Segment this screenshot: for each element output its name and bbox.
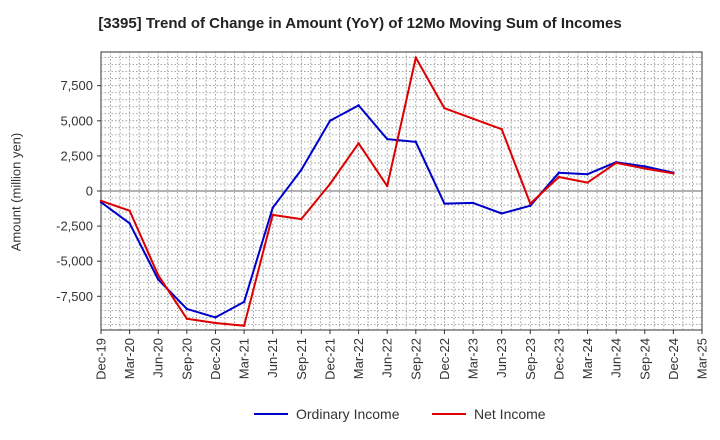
x-tick-label: Mar-22: [351, 338, 366, 379]
y-tick-label: -7,500: [56, 289, 93, 304]
data-point: [414, 56, 418, 59]
x-tick-label: Mar-24: [580, 338, 595, 379]
x-tick-label: Sep-22: [408, 338, 423, 380]
x-tick-label: Sep-21: [294, 338, 309, 380]
data-point: [385, 184, 389, 188]
x-tick-label: Mar-23: [466, 338, 481, 379]
x-tick-label: Jun-24: [609, 338, 624, 378]
data-point: [614, 161, 618, 165]
y-tick-label: 0: [86, 184, 93, 199]
data-point: [557, 175, 561, 179]
data-point: [529, 202, 532, 205]
data-point: [643, 165, 646, 168]
data-point: [471, 117, 475, 120]
x-tick-label: Jun-22: [380, 338, 395, 378]
data-point: [328, 119, 332, 122]
x-tick-label: Dec-22: [437, 338, 452, 380]
data-point: [300, 168, 303, 172]
series-layer: [99, 56, 675, 327]
y-tick-label: -2,500: [56, 219, 93, 234]
data-point: [157, 278, 160, 281]
data-point: [357, 142, 360, 145]
grid-layer: [100, 51, 703, 331]
data-point: [443, 106, 446, 110]
data-point: [128, 222, 131, 225]
data-point: [586, 172, 589, 176]
data-point: [271, 206, 274, 210]
x-tick-label: Jun-21: [265, 338, 280, 378]
x-tick-label: Mar-25: [695, 338, 710, 379]
data-point: [557, 171, 561, 174]
x-tick-label: Mar-20: [122, 338, 137, 379]
data-point: [385, 137, 389, 141]
data-point: [500, 212, 503, 215]
data-point: [214, 321, 217, 325]
data-point: [328, 182, 332, 186]
x-tick-label: Sep-24: [637, 338, 652, 380]
chart-title: [3395] Trend of Change in Amount (YoY) o…: [98, 15, 622, 32]
x-tick-label: Dec-20: [208, 338, 223, 380]
x-tick-label: Jun-23: [494, 338, 509, 378]
x-tick-label: Jun-20: [151, 338, 166, 378]
x-tick-label: Mar-21: [237, 338, 252, 379]
data-point: [128, 209, 131, 212]
data-point: [500, 128, 503, 131]
data-point: [643, 167, 646, 170]
data-point: [443, 202, 446, 205]
y-tick-label: 5,000: [60, 113, 93, 128]
legend: Ordinary Income Net Income: [254, 406, 546, 422]
x-tick-label: Dec-21: [322, 338, 337, 380]
data-point: [414, 140, 418, 144]
data-point: [242, 300, 246, 304]
y-tick-label: 2,500: [60, 148, 93, 163]
y-tick-label: -5,000: [56, 254, 93, 269]
data-point: [672, 172, 675, 175]
data-point: [529, 204, 532, 207]
x-tick-label: Dec-23: [551, 338, 566, 380]
data-point: [586, 181, 589, 184]
data-point: [471, 201, 475, 205]
x-tick-label: Sep-23: [523, 338, 538, 380]
data-point: [214, 316, 217, 319]
data-point: [242, 324, 246, 327]
data-point: [185, 317, 189, 320]
data-point: [99, 199, 103, 203]
data-point: [300, 217, 303, 221]
x-tick-label: Dec-19: [94, 338, 109, 380]
data-point: [271, 213, 274, 217]
x-tick-label: Dec-24: [666, 338, 681, 380]
data-point: [157, 274, 160, 277]
y-tick-label: 7,500: [60, 78, 93, 93]
legend-label-0: Ordinary Income: [296, 406, 400, 422]
axis-layer: -7,500 -5,000 -2,500 0 2,500 5,000 7,500 Dec-19…: [56, 78, 709, 380]
data-point: [185, 307, 189, 311]
data-point: [357, 104, 360, 107]
x-tick-label: Sep-20: [179, 338, 194, 380]
legend-label-1: Net Income: [474, 406, 546, 422]
